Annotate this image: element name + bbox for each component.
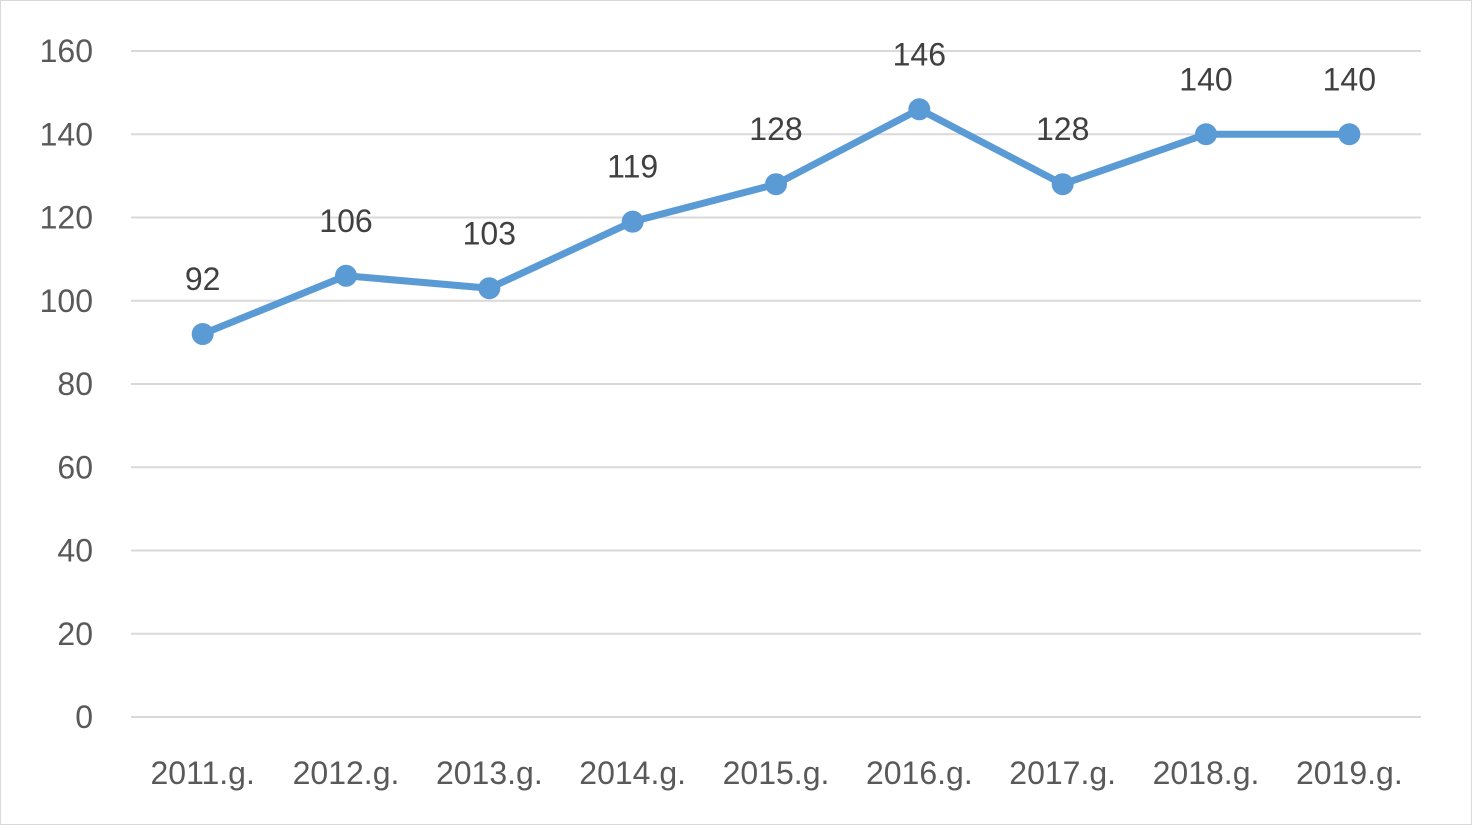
data-label: 106 — [319, 203, 372, 239]
y-tick-label: 120 — [40, 200, 93, 236]
x-tick-label: 2018.g. — [1153, 755, 1260, 791]
data-point — [335, 264, 357, 287]
y-tick-label: 60 — [57, 449, 93, 485]
data-point — [1051, 173, 1074, 196]
y-tick-label: 20 — [57, 616, 93, 652]
x-tick-label: 2012.g. — [293, 755, 400, 791]
series-layer — [191, 98, 1361, 346]
data-label: 128 — [749, 111, 802, 147]
data-label: 92 — [185, 261, 221, 297]
data-label: 103 — [463, 215, 516, 251]
data-point — [191, 323, 214, 346]
x-tick-label: 2014.g. — [579, 755, 686, 791]
data-point — [908, 98, 931, 121]
y-tick-label: 40 — [57, 533, 93, 569]
y-tick-label: 0 — [75, 699, 93, 735]
data-label: 119 — [607, 149, 658, 185]
y-tick-label: 140 — [40, 116, 93, 152]
gridlines — [131, 50, 1421, 718]
x-tick-label: 2016.g. — [866, 755, 973, 791]
y-tick-label: 100 — [40, 283, 93, 319]
data-label: 128 — [1036, 111, 1089, 147]
data-point — [478, 277, 501, 300]
x-tick-label: 2011.g. — [150, 755, 254, 791]
data-point — [1195, 123, 1217, 146]
data-label: 140 — [1323, 61, 1376, 97]
data-point — [621, 210, 644, 233]
data-label: 140 — [1179, 61, 1232, 97]
data-label: 146 — [893, 36, 946, 72]
data-labels: 92 106 103 119 128 146 128 140 140 — [185, 36, 1376, 297]
y-tick-label: 80 — [57, 366, 93, 402]
y-tick-label: 160 — [40, 33, 93, 69]
x-axis-tick-labels: 2011.g. 2012.g. 2013.g. 2014.g. 2015.g. 2016.… — [150, 755, 1402, 791]
y-axis-tick-labels: 0 20 40 60 80 100 120 140 160 — [40, 33, 93, 735]
data-point — [765, 173, 787, 196]
data-point — [1338, 123, 1361, 146]
x-tick-label: 2013.g. — [436, 755, 543, 791]
x-tick-label: 2019.g. — [1296, 755, 1403, 791]
x-tick-label: 2017.g. — [1009, 755, 1116, 791]
x-tick-label: 2015.g. — [723, 755, 830, 791]
